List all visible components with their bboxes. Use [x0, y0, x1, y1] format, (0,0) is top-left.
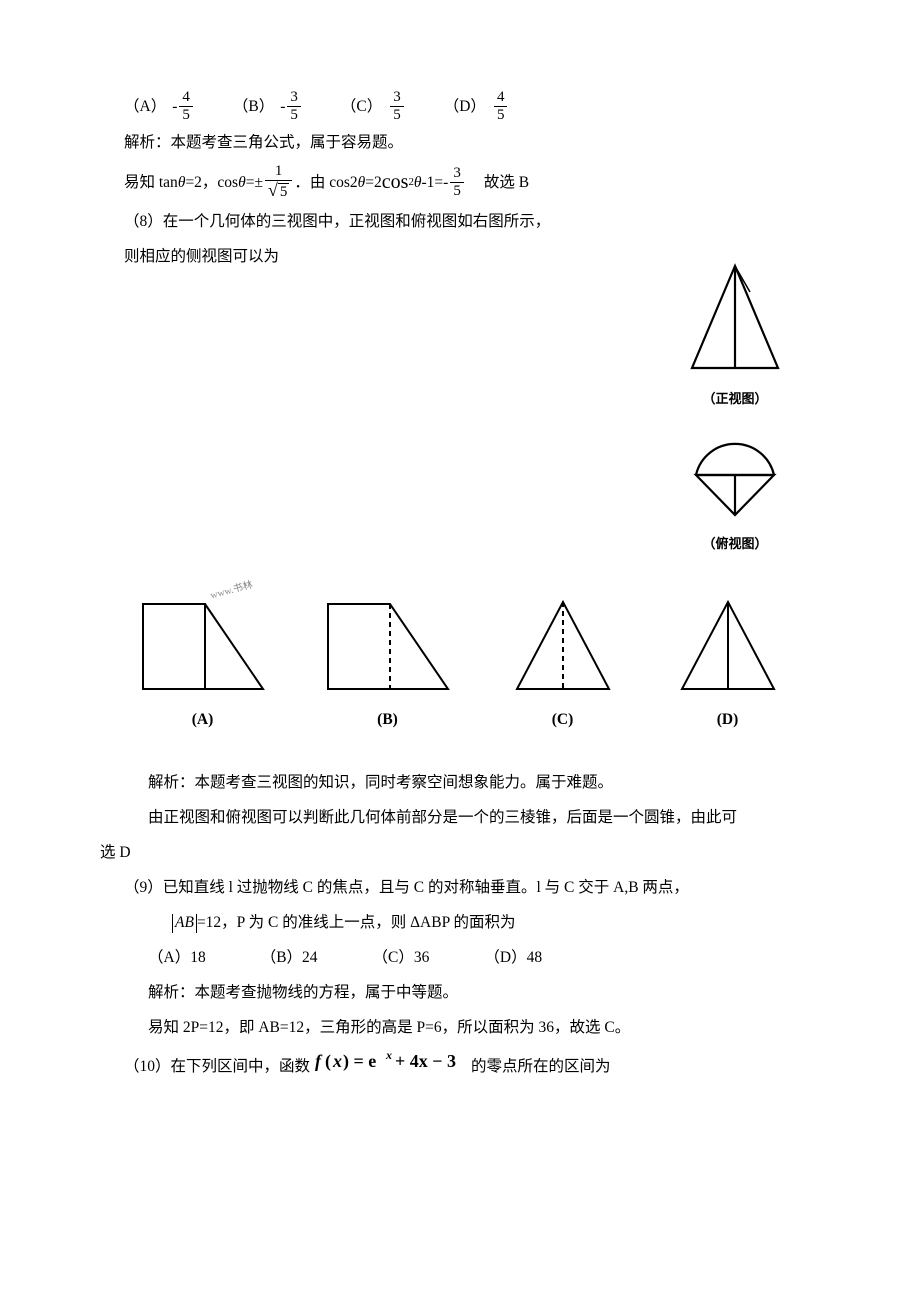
minus-sign: - — [280, 91, 285, 122]
svg-text:f: f — [315, 1051, 323, 1071]
text: 易知 tan — [124, 167, 178, 198]
q8-choices-row: www.书林 (A) (B) (C) — [100, 591, 820, 735]
fraction: 1 5 — [265, 163, 292, 200]
text: =2 — [365, 167, 382, 198]
top-view: （俯视图） — [680, 420, 790, 557]
front-view: （正视图） — [680, 260, 790, 412]
q8-choice-c: (C) — [505, 591, 620, 735]
choice-label: (A) — [192, 704, 214, 735]
q8-choice-d: (D) — [670, 591, 785, 735]
theta: θ — [238, 167, 246, 198]
choice-label: (D) — [717, 704, 739, 735]
choice-label: (C) — [552, 704, 574, 735]
svg-text:x: x — [385, 1048, 392, 1062]
q7-analysis: 解析：本题考查三角公式，属于容易题。 — [100, 127, 820, 158]
fraction: 3 5 — [287, 89, 301, 123]
front-view-icon — [680, 260, 790, 375]
q8-stem-1: （8）在一个几何体的三视图中，正视图和俯视图如右图所示， — [100, 206, 820, 237]
text: 的零点所在的区间为 — [471, 1051, 611, 1082]
option-label: （A） — [124, 91, 166, 122]
svg-text:+ 4x − 3: + 4x − 3 — [395, 1051, 456, 1071]
choice-a-icon — [135, 596, 270, 696]
caption: （正视图） — [680, 386, 790, 412]
fraction: 4 5 — [494, 89, 508, 123]
text: ．由 cos2 — [294, 167, 357, 198]
sqrt-icon: 5 — [268, 181, 289, 201]
q9-stem-1: （9）已知直线 l 过抛物线 C 的焦点，且与 C 的对称轴垂直。l 与 C 交… — [100, 872, 820, 903]
choice-label: (B) — [377, 704, 398, 735]
text: =± — [246, 167, 263, 198]
q9-option-c: （C）36 — [373, 942, 430, 973]
abs-ab: AB — [172, 914, 197, 933]
q8-choice-a: www.书林 (A) — [135, 591, 270, 735]
q7-option-c: （C） 3 5 — [341, 89, 406, 123]
q8-analysis-1: 解析：本题考查三视图的知识，同时考察空间想象能力。属于难题。 — [100, 767, 820, 798]
answer-tail: 故选 B — [484, 167, 529, 202]
text: -1= — [422, 167, 444, 198]
choice-d-icon — [670, 596, 785, 696]
q9-option-a: （A）18 — [148, 942, 206, 973]
svg-text:(: ( — [325, 1051, 331, 1072]
fraction: 3 5 — [390, 89, 404, 123]
fx-expression: f ( x ) = e x + 4x − 3 — [313, 1047, 468, 1086]
views-block: （正视图） （俯视图） — [660, 256, 810, 561]
theta: θ — [358, 167, 366, 198]
q9-option-d: （D）48 — [484, 942, 542, 973]
option-label: （C） — [341, 91, 382, 122]
q8-analysis-2a: 由正视图和俯视图可以判断此几何体前部分是一个的三棱锥，后面是一个圆锥，由此可 — [100, 802, 820, 833]
fraction: 4 5 — [179, 89, 193, 123]
q9-options-row: （A）18 （B）24 （C）36 （D）48 — [100, 942, 820, 973]
text: =12，P 为 C 的准线上一点，则 ΔABP 的面积为 — [197, 914, 516, 931]
q9-option-b: （B）24 — [261, 942, 318, 973]
minus-sign: - — [172, 91, 177, 122]
theta: θ — [414, 167, 422, 198]
caption: （俯视图） — [680, 531, 790, 557]
q9-analysis-2: 易知 2P=12，即 AB=12，三角形的高是 P=6，所以面积为 36，故选 … — [100, 1012, 820, 1043]
svg-text:x: x — [332, 1051, 342, 1071]
q9-analysis-1: 解析：本题考查抛物线的方程，属于中等题。 — [100, 977, 820, 1008]
choice-b-icon — [320, 596, 455, 696]
option-label: （B） — [233, 91, 274, 122]
q7-derivation: 易知 tan θ =2，cos θ =± 1 5 ．由 cos2 θ =2 co… — [100, 162, 820, 202]
fx-expression-icon: f ( x ) = e x + 4x − 3 — [313, 1047, 468, 1075]
option-label: （D） — [444, 91, 486, 122]
q7-option-b: （B） - 3 5 — [233, 89, 303, 123]
svg-text:) = e: ) = e — [343, 1051, 376, 1072]
big-cos: cos — [382, 162, 409, 202]
q7-options-row: （A） - 4 5 （B） - 3 5 （C） 3 5 （D） 4 5 — [100, 89, 820, 123]
text: （10）在下列区间中，函数 — [124, 1051, 310, 1082]
theta: θ — [178, 167, 186, 198]
q10-stem: （10）在下列区间中，函数 f ( x ) = e x + 4x − 3 的零点… — [100, 1047, 820, 1086]
q9-stem-2: AB=12，P 为 C 的准线上一点，则 ΔABP 的面积为 — [100, 907, 820, 938]
q8-analysis-2b: 选 D — [100, 837, 820, 868]
fraction: 3 5 — [450, 165, 464, 199]
q7-option-d: （D） 4 5 — [444, 89, 510, 123]
text: =2，cos — [185, 167, 238, 198]
q8-choice-b: (B) — [320, 591, 455, 735]
q7-option-a: （A） - 4 5 — [124, 89, 195, 123]
minus-sign: - — [443, 167, 448, 198]
choice-c-icon — [505, 596, 620, 696]
top-view-icon — [680, 420, 790, 520]
